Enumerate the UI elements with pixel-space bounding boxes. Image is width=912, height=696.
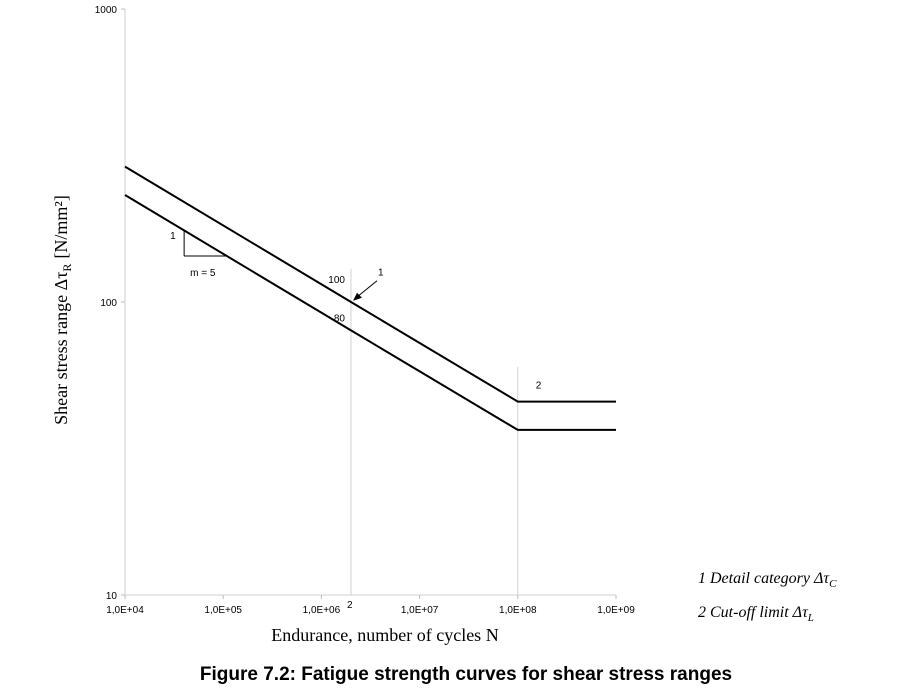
legend-item-2-text: 2 Cut-off limit Δτ: [698, 604, 809, 621]
series-curves: [124, 165, 616, 431]
y-tick-label: 1000: [95, 5, 118, 16]
value-label-80: 80: [334, 313, 346, 324]
annotations: 100 80 1 m = 5 1 2 2: [170, 230, 542, 611]
arrow-head: [353, 292, 363, 301]
legend-item-2-subscript: L: [807, 612, 814, 624]
y-axis-label: Shear stress range ΔτR [N/mm²]: [51, 195, 74, 425]
y-tick-label: 100: [100, 298, 117, 309]
legend-item-1-text: 1 Detail category Δτ: [698, 570, 830, 587]
y-axis-label-main: Shear stress range Δτ: [51, 272, 71, 425]
cutoff-label: 2: [536, 381, 542, 392]
legend-item-1-subscript: C: [829, 578, 837, 590]
x-tick-label: 1,0E+09: [597, 605, 635, 616]
value-label-100: 100: [328, 275, 345, 286]
x-tick-label: 1,0E+05: [204, 605, 242, 616]
reference-lines: [350, 268, 519, 595]
series-line: [124, 165, 616, 403]
y-axis-label-subscript: R: [60, 264, 74, 272]
legend-item-cutoff-limit: 2 Cut-off limit ΔτL: [698, 604, 814, 624]
y-axis-label-unit: [N/mm²]: [51, 195, 71, 258]
axes: 1,0E+04 1,0E+05 1,0E+06 1,0E+07 1,0E+08 1,0E+…: [95, 5, 635, 616]
y-tick-label: 10: [106, 591, 118, 602]
x-tick-label: 1,0E+07: [401, 605, 439, 616]
n-reference-label: 2: [347, 600, 353, 611]
legend-item-detail-category: 1 Detail category ΔτC: [698, 570, 837, 590]
x-tick-label: 1,0E+06: [303, 605, 341, 616]
slope-label: m = 5: [190, 268, 216, 279]
x-tick-label: 1,0E+08: [499, 605, 537, 616]
x-axis-label: Endurance, number of cycles N: [271, 625, 498, 645]
slope-rise-label: 1: [170, 231, 176, 242]
series-line: [124, 194, 616, 431]
x-tick-label: 1,0E+04: [106, 605, 144, 616]
figure-caption: Figure 7.2: Fatigue strength curves for …: [200, 664, 732, 685]
arrow-label: 1: [378, 268, 384, 279]
arrow-shaft: [355, 280, 378, 299]
